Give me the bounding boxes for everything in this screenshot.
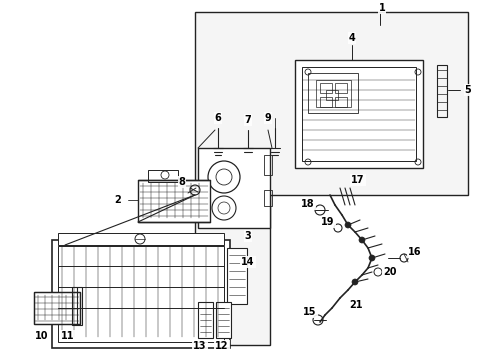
Bar: [302, 67, 416, 161]
Bar: [52, 240, 230, 348]
Text: 4: 4: [348, 33, 355, 43]
Text: 21: 21: [349, 300, 363, 310]
Text: 19: 19: [321, 217, 335, 227]
Text: 20: 20: [383, 267, 397, 277]
Bar: [437, 65, 447, 117]
Circle shape: [369, 255, 375, 261]
Bar: [34, 292, 80, 324]
Circle shape: [374, 268, 382, 276]
Bar: [148, 170, 178, 182]
Polygon shape: [195, 12, 468, 345]
Bar: [264, 190, 272, 206]
Circle shape: [190, 185, 200, 195]
Circle shape: [359, 237, 365, 243]
Bar: [320, 83, 332, 93]
Text: 5: 5: [465, 85, 471, 95]
Circle shape: [334, 224, 342, 232]
Bar: [264, 155, 272, 175]
Circle shape: [315, 205, 325, 215]
Bar: [34, 292, 80, 324]
Text: 2: 2: [115, 195, 122, 205]
Bar: [316, 80, 351, 107]
Text: 13: 13: [193, 341, 207, 351]
Circle shape: [212, 196, 236, 220]
Bar: [320, 97, 332, 107]
Circle shape: [400, 254, 408, 262]
Bar: [58, 233, 224, 245]
Bar: [227, 248, 247, 304]
Text: 10: 10: [35, 331, 49, 341]
Bar: [326, 90, 338, 100]
Bar: [295, 60, 423, 168]
Bar: [335, 83, 347, 93]
Text: 11: 11: [61, 331, 75, 341]
Text: 7: 7: [245, 115, 251, 125]
Bar: [308, 73, 358, 113]
Circle shape: [352, 279, 358, 285]
Text: 3: 3: [245, 231, 251, 241]
Text: 1: 1: [379, 3, 385, 13]
Text: 12: 12: [215, 341, 229, 351]
Bar: [72, 287, 82, 325]
Text: 18: 18: [301, 199, 315, 209]
Text: 14: 14: [241, 257, 255, 267]
Bar: [138, 180, 210, 222]
Circle shape: [313, 315, 323, 325]
Bar: [198, 302, 213, 338]
Circle shape: [345, 222, 351, 228]
Circle shape: [208, 161, 240, 193]
Text: 6: 6: [215, 113, 221, 123]
Text: 15: 15: [303, 307, 317, 317]
Bar: [198, 148, 270, 228]
Bar: [216, 302, 231, 338]
Bar: [335, 97, 347, 107]
Text: 17: 17: [351, 175, 365, 185]
Text: 9: 9: [265, 113, 271, 123]
Bar: [58, 246, 224, 342]
Text: 8: 8: [178, 177, 185, 187]
Text: 16: 16: [408, 247, 422, 257]
